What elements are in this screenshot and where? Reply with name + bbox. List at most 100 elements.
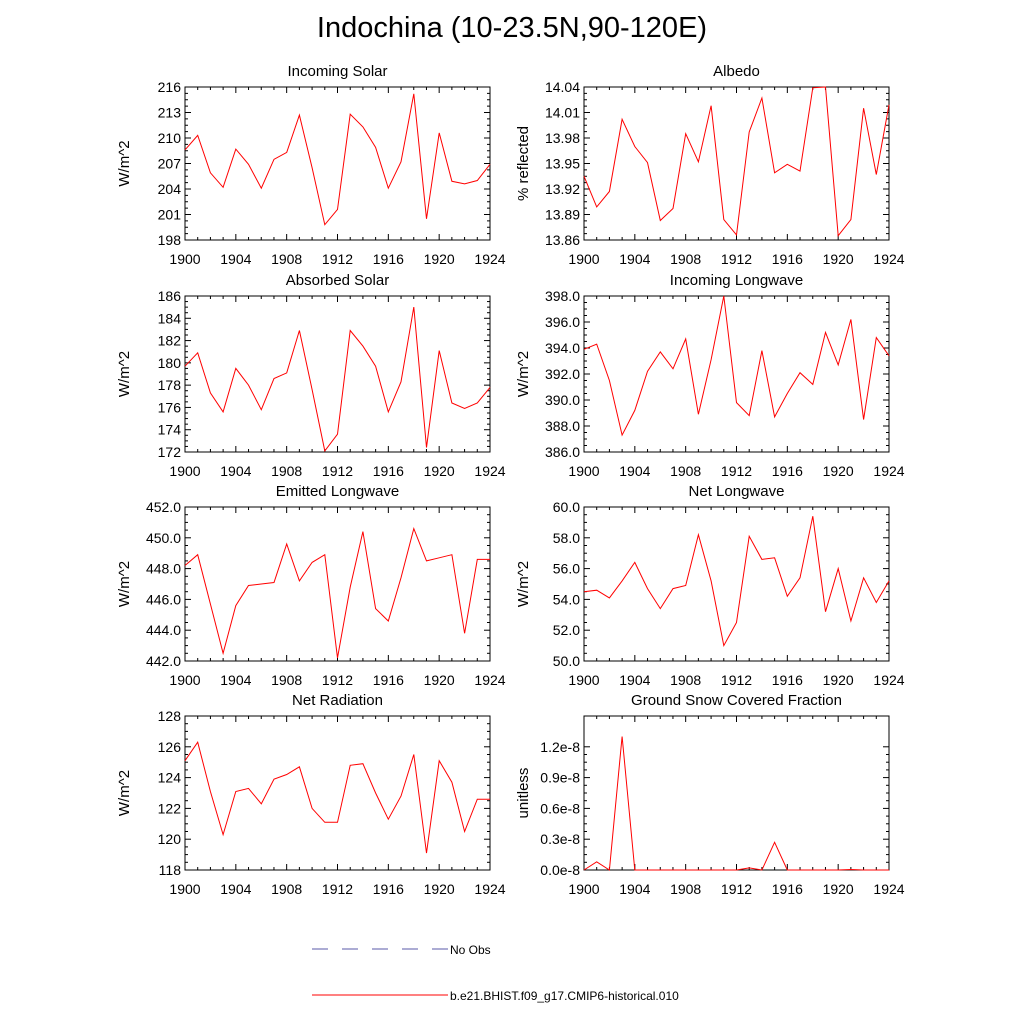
series-line [583,736,889,871]
x-tick-label: 1904 [619,463,650,479]
figure-title: Indochina (10-23.5N,90-120E) [316,12,708,44]
y-tick-label: 13.89 [545,207,580,223]
y-tick-label: 14.04 [545,79,580,95]
plot-frame [184,715,491,871]
x-tick-label: 1904 [619,672,650,688]
x-tick-label: 1904 [619,251,650,267]
panel-title: Absorbed Solar [286,272,389,289]
panel-title: Net Radiation [292,692,383,709]
panel-1: 1900 1904 1908 1912 1916 1920 1924 198 201 204 207… [116,63,506,267]
x-tick-label: 1916 [373,463,404,479]
x-tick-label: 1920 [823,672,854,688]
y-tick-label: 60.0 [553,499,580,515]
y-tick-label: 54.0 [553,591,580,607]
panel-3: 1900 1904 1908 1912 1916 1920 1924 172 174 176 178… [116,272,506,479]
x-tick-label: 1904 [619,881,650,897]
series-line [184,93,491,226]
y-tick-label: 50.0 [553,653,580,669]
y-tick-label: 184 [158,310,182,326]
x-tick-label: 1900 [169,251,200,267]
series-line [583,516,890,648]
y-tick-label: 448.0 [146,561,181,577]
y-tick-label: 118 [159,862,182,878]
y-tick-label: 442.0 [146,653,181,669]
x-tick-label: 1908 [271,881,302,897]
x-tick-label: 1900 [568,463,599,479]
series-line [184,741,490,854]
x-tick-label: 1900 [568,881,599,897]
plot-frame [583,715,890,871]
panels: 1900 1904 1908 1912 1916 1920 1924 198 201 204 207… [116,63,905,897]
x-tick-label: 1908 [670,463,701,479]
y-tick-label: 180 [158,355,182,371]
y-axis-label: W/m^2 [116,351,133,397]
x-tick-label: 1912 [721,251,752,267]
y-tick-label: 124 [158,770,182,786]
y-tick-label: 216 [158,79,182,95]
y-tick-label: 392.0 [545,366,580,382]
panel-2: 1900 1904 1908 1912 1916 1920 1924 13.86 13.89 13… [515,63,905,267]
panel-title: Incoming Longwave [670,272,803,289]
y-tick-label: 201 [158,207,182,223]
legend-obs-label: No Obs [450,943,491,957]
y-axis-label: W/m^2 [515,561,532,607]
y-tick-label: 396.0 [545,314,580,330]
y-tick-label: 386.0 [545,444,580,460]
panel-6: 1900 1904 1908 1912 1916 1920 1924 50.0 52.0 54.0… [515,483,905,688]
x-tick-label: 1912 [322,463,353,479]
x-tick-label: 1916 [772,251,803,267]
x-tick-label: 1900 [169,672,200,688]
y-tick-label: 210 [158,130,182,146]
y-axis-label: W/m^2 [116,770,133,816]
y-tick-label: 186 [158,288,182,304]
y-tick-label: 178 [158,377,182,393]
y-tick-label: 1.2e-8 [540,739,580,755]
x-tick-label: 1924 [873,463,904,479]
x-tick-label: 1924 [474,251,505,267]
x-tick-label: 1904 [220,881,251,897]
y-tick-label: 13.92 [545,181,580,197]
x-tick-label: 1912 [721,463,752,479]
y-tick-label: 452.0 [146,499,181,515]
y-tick-label: 198 [158,232,182,248]
y-tick-label: 0.6e-8 [540,800,580,816]
y-tick-label: 450.0 [146,530,181,546]
y-tick-label: 388.0 [545,418,580,434]
y-axis-label: W/m^2 [116,140,133,186]
y-axis-label: % reflected [515,126,532,201]
panel-5: 1900 1904 1908 1912 1916 1920 1924 442.0 444.0 44… [116,483,506,688]
y-tick-label: 120 [158,831,182,847]
y-tick-label: 13.98 [545,130,580,146]
x-tick-label: 1920 [424,672,455,688]
y-tick-label: 126 [158,739,182,755]
x-tick-label: 1920 [424,881,455,897]
x-tick-label: 1908 [670,251,701,267]
series-line [184,526,490,658]
y-tick-label: 213 [158,105,182,121]
x-tick-label: 1904 [220,672,251,688]
x-tick-label: 1924 [873,251,904,267]
panel-7: 1900 1904 1908 1912 1916 1920 1924 118 120 122 124… [116,692,506,897]
y-tick-label: 444.0 [146,622,181,638]
y-tick-label: 52.0 [553,622,580,638]
x-tick-label: 1908 [271,251,302,267]
y-tick-label: 0.0e-8 [540,862,580,878]
plot-frame [184,506,491,662]
plot-frame [583,86,890,241]
y-tick-label: 176 [158,399,182,415]
x-tick-label: 1908 [271,463,302,479]
plot-frame [583,506,890,662]
x-tick-label: 1912 [721,881,752,897]
y-tick-label: 13.95 [545,156,580,172]
y-tick-label: 122 [158,800,182,816]
series-line [583,295,890,437]
y-tick-label: 207 [158,156,182,172]
x-tick-label: 1916 [373,251,404,267]
y-tick-label: 13.86 [545,232,580,248]
x-tick-label: 1924 [873,881,904,897]
x-tick-label: 1904 [220,251,251,267]
x-tick-label: 1924 [474,463,505,479]
x-tick-label: 1912 [322,672,353,688]
y-tick-label: 56.0 [553,561,580,577]
